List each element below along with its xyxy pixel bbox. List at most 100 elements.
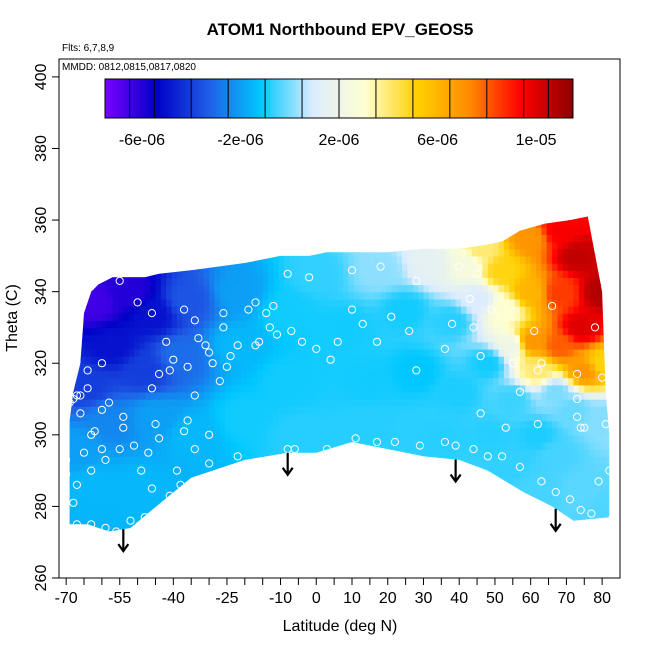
heatmap-cell [402, 291, 408, 300]
heatmap-cell [235, 527, 242, 532]
heatmap-cell [134, 442, 140, 450]
heatmap-cell [369, 356, 376, 364]
heatmap-cell [316, 513, 323, 522]
heatmap-cell [541, 284, 548, 293]
heatmap-cell [278, 484, 285, 493]
heatmap-cell [107, 320, 114, 329]
heatmap-cell [102, 535, 108, 543]
heatmap-cell [134, 216, 140, 221]
heatmap-cell [294, 320, 301, 329]
heatmap-cell [380, 363, 387, 371]
heatmap-cell [246, 241, 253, 250]
heatmap-cell [193, 263, 199, 271]
heatmap-cell [343, 513, 350, 522]
heatmap-cell [69, 320, 76, 329]
heatmap-cell [434, 413, 441, 422]
heatmap-cell [461, 477, 467, 486]
heatmap-cell [278, 334, 285, 343]
heatmap-cell [584, 348, 591, 357]
heatmap-cell [477, 499, 484, 508]
heatmap-cell [262, 413, 269, 422]
heatmap-cell [482, 348, 489, 357]
heatmap-cell [455, 363, 462, 371]
heatmap-cell [219, 492, 226, 500]
heatmap-cell [530, 413, 537, 422]
heatmap-cell [316, 334, 323, 343]
heatmap-cell [573, 298, 580, 307]
heatmap-cell [525, 535, 531, 543]
heatmap-cell [139, 492, 146, 500]
heatmap-cell [112, 449, 119, 457]
heatmap-cell [466, 341, 473, 350]
heatmap-cell [327, 492, 333, 500]
heatmap-cell [348, 241, 355, 250]
heatmap-cell [391, 520, 398, 529]
heatmap-cell [289, 527, 296, 532]
heatmap-cell [353, 277, 360, 286]
heatmap-cell [160, 499, 167, 508]
heatmap-cell [455, 492, 462, 500]
heatmap-cell [375, 227, 382, 235]
heatmap-cell [498, 399, 505, 407]
heatmap-cell [225, 499, 232, 508]
heatmap-cell [616, 356, 622, 364]
heatmap-cell [584, 234, 591, 243]
heatmap-cell [155, 434, 162, 443]
heatmap-cell [600, 535, 606, 543]
heatmap-cell [321, 477, 328, 486]
heatmap-cell [402, 227, 408, 235]
heatmap-cell [525, 298, 532, 307]
heatmap-cell [59, 421, 65, 429]
heatmap-cell [273, 277, 280, 286]
heatmap-cell [423, 377, 430, 386]
heatmap-cell [332, 320, 339, 329]
heatmap-cell [412, 356, 419, 364]
heatmap-cell [268, 206, 274, 214]
heatmap-cell [278, 370, 285, 379]
heatmap-cell [289, 298, 296, 307]
heatmap-cell [118, 413, 124, 422]
heatmap-cell [134, 399, 140, 407]
heatmap-cell [294, 499, 301, 508]
heatmap-cell [578, 484, 585, 493]
heatmap-cell [536, 420, 542, 429]
heatmap-cell [428, 255, 435, 264]
heatmap-cell [257, 413, 264, 422]
heatmap-cell [182, 484, 189, 493]
heatmap-cell [198, 241, 205, 250]
heatmap-cell [262, 263, 269, 271]
heatmap-cell [305, 492, 312, 500]
heatmap-cell [472, 535, 478, 543]
heatmap-cell [80, 263, 87, 271]
sample-point [215, 377, 224, 386]
heatmap-cell [198, 535, 204, 543]
heatmap-cell [412, 477, 419, 486]
heatmap-cell [128, 216, 135, 221]
heatmap-cell [262, 277, 269, 286]
heatmap-cell [552, 348, 559, 357]
heatmap-cell [219, 506, 226, 515]
heatmap-cell [439, 399, 446, 407]
heatmap-cell [214, 427, 221, 436]
heatmap-cell [444, 442, 451, 450]
heatmap-cell [278, 513, 285, 522]
heatmap-cell [150, 420, 157, 429]
heatmap-cell [375, 306, 382, 314]
heatmap-cell [112, 306, 119, 314]
heatmap-cell [428, 277, 435, 286]
heatmap-cell [268, 470, 274, 479]
heatmap-cell [80, 427, 87, 436]
heatmap-cell [444, 277, 451, 286]
heatmap-cell [418, 348, 425, 357]
heatmap-cell [139, 499, 146, 508]
heatmap-cell [268, 227, 274, 235]
heatmap-cell [327, 484, 333, 493]
heatmap-cell [568, 449, 575, 457]
heatmap-cell [434, 227, 441, 235]
heatmap-cell [375, 492, 382, 500]
heatmap-cell [584, 434, 591, 443]
heatmap-cell [519, 413, 526, 422]
heatmap-cell [455, 527, 462, 532]
heatmap-cell [128, 399, 135, 407]
heatmap-cell [380, 506, 387, 515]
